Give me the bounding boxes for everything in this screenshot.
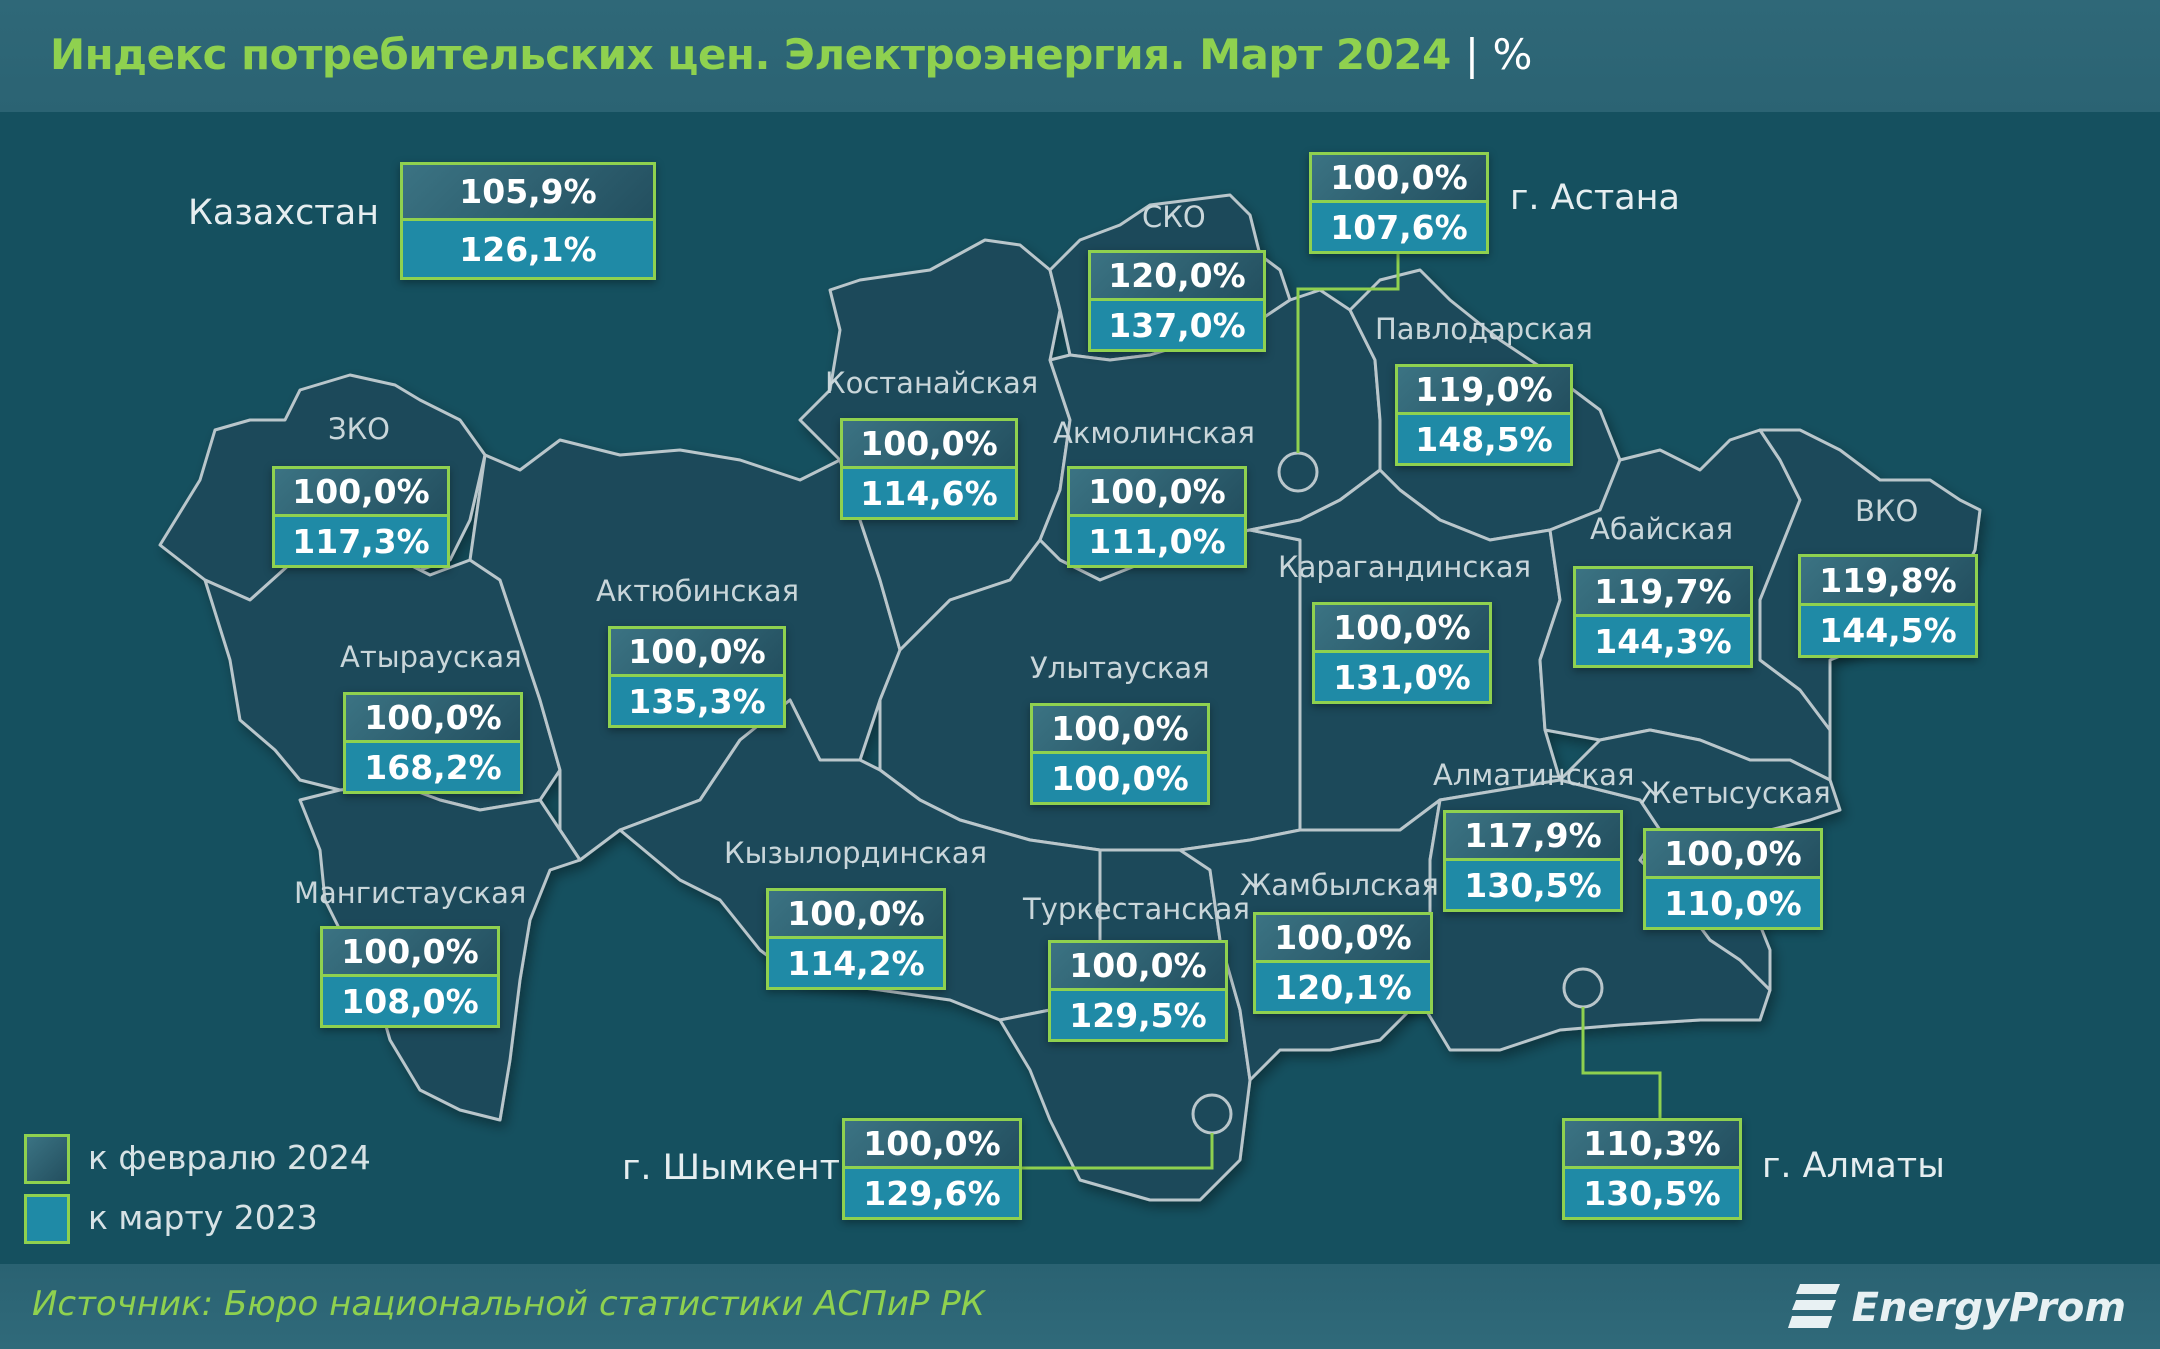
value-feb: 100,0% xyxy=(1312,155,1486,203)
value-feb: 100,0% xyxy=(1033,706,1207,754)
value-box-turkestan: 100,0% 129,5% xyxy=(1048,940,1228,1042)
label-aktobe: Актюбинская xyxy=(596,574,800,608)
value-mar: 126,1% xyxy=(403,221,653,277)
value-mar: 117,3% xyxy=(275,517,447,565)
value-box-zko: 100,0% 117,3% xyxy=(272,466,450,568)
title-unit: % xyxy=(1492,30,1532,79)
value-mar: 144,5% xyxy=(1801,606,1975,655)
value-mar: 130,5% xyxy=(1565,1169,1739,1217)
source-note: Источник: Бюро национальной статистики А… xyxy=(32,1284,985,1324)
value-box-zhetysu: 100,0% 110,0% xyxy=(1643,828,1823,930)
value-box-zhambyl: 100,0% 120,1% xyxy=(1253,912,1433,1014)
header-bar: Индекс потребительских цен. Электроэнерг… xyxy=(0,0,2160,112)
value-mar: 100,0% xyxy=(1033,754,1207,802)
value-box-shymkent: 100,0% 129,6% xyxy=(842,1118,1022,1220)
value-feb: 110,3% xyxy=(1565,1121,1739,1169)
value-mar: 144,3% xyxy=(1576,617,1750,665)
label-zhetysu: Жетысуская xyxy=(1640,776,1831,810)
value-mar: 135,3% xyxy=(611,677,783,725)
value-box-abai: 119,7% 144,3% xyxy=(1573,566,1753,668)
value-feb: 100,0% xyxy=(769,891,943,939)
value-box-karaganda: 100,0% 131,0% xyxy=(1312,602,1492,704)
value-mar: 107,6% xyxy=(1312,203,1486,251)
value-mar: 148,5% xyxy=(1398,415,1570,463)
logo-text: EnergyProm xyxy=(1851,1285,2126,1331)
title-separator: | xyxy=(1464,30,1479,79)
value-box-aktobe: 100,0% 135,3% xyxy=(608,626,786,728)
value-box-almaty-region: 117,9% 130,5% xyxy=(1443,810,1623,912)
label-mangystau: Мангистауская xyxy=(294,876,527,910)
label-zhambyl: Жамбылская xyxy=(1240,868,1439,902)
value-mar: 114,6% xyxy=(843,469,1015,517)
value-mar: 114,2% xyxy=(769,939,943,987)
value-box-mangystau: 100,0% 108,0% xyxy=(320,926,500,1028)
value-feb: 100,0% xyxy=(346,695,520,743)
value-feb: 100,0% xyxy=(1646,831,1820,879)
value-feb: 100,0% xyxy=(275,469,447,517)
astana-connector xyxy=(1296,252,1400,453)
value-feb: 100,0% xyxy=(1070,469,1244,517)
almaty-connector xyxy=(1581,1007,1662,1118)
label-almaty-city: г. Алматы xyxy=(1762,1146,1945,1186)
shymkent-connector xyxy=(1020,1133,1214,1170)
value-box-kostanay: 100,0% 114,6% xyxy=(840,418,1018,520)
value-feb: 120,0% xyxy=(1091,253,1263,301)
value-mar: 108,0% xyxy=(323,977,497,1025)
legend-label-mar: к марту 2023 xyxy=(88,1198,318,1237)
energyprom-e-icon xyxy=(1787,1284,1840,1328)
value-box-pavlodar: 119,0% 148,5% xyxy=(1395,364,1573,466)
value-mar: 110,0% xyxy=(1646,879,1820,927)
value-feb: 119,8% xyxy=(1801,557,1975,606)
label-ulytau: Улытауская xyxy=(1030,651,1210,685)
label-pavlodar: Павлодарская xyxy=(1375,312,1593,346)
value-feb: 100,0% xyxy=(843,421,1015,469)
value-box-sko: 120,0% 137,0% xyxy=(1088,250,1266,352)
energyprom-logo: EnergyProm xyxy=(1787,1282,2126,1334)
label-karaganda: Карагандинская xyxy=(1278,550,1532,584)
value-feb: 105,9% xyxy=(403,165,653,221)
value-feb: 100,0% xyxy=(611,629,783,677)
value-box-ulytau: 100,0% 100,0% xyxy=(1030,703,1210,805)
value-mar: 120,1% xyxy=(1256,963,1430,1011)
label-atyrau: Атырауская xyxy=(340,640,522,674)
value-feb: 100,0% xyxy=(323,929,497,977)
value-feb: 100,0% xyxy=(1051,943,1225,991)
value-box-kyzylorda: 100,0% 114,2% xyxy=(766,888,946,990)
value-box-astana: 100,0% 107,6% xyxy=(1309,152,1489,254)
label-turkestan: Туркестанская xyxy=(1023,892,1250,926)
value-box-akmola: 100,0% 111,0% xyxy=(1067,466,1247,568)
value-mar: 129,5% xyxy=(1051,991,1225,1039)
legend-swatch-mar xyxy=(24,1194,70,1244)
label-abai: Абайская xyxy=(1590,512,1734,546)
legend-label-feb: к февралю 2024 xyxy=(88,1138,371,1177)
value-mar: 137,0% xyxy=(1091,301,1263,349)
value-mar: 168,2% xyxy=(346,743,520,791)
value-mar: 131,0% xyxy=(1315,653,1489,701)
value-feb: 100,0% xyxy=(1315,605,1489,653)
value-feb: 100,0% xyxy=(1256,915,1430,963)
value-box-atyrau: 100,0% 168,2% xyxy=(343,692,523,794)
value-feb: 100,0% xyxy=(845,1121,1019,1169)
value-box-almaty-city: 110,3% 130,5% xyxy=(1562,1118,1742,1220)
value-box-vko: 119,8% 144,5% xyxy=(1798,554,1978,658)
label-zko: ЗКО xyxy=(328,412,391,446)
value-feb: 117,9% xyxy=(1446,813,1620,861)
page-title: Индекс потребительских цен. Электроэнерг… xyxy=(50,30,1532,79)
label-akmola: Акмолинская xyxy=(1053,416,1255,450)
value-feb: 119,0% xyxy=(1398,367,1570,415)
value-mar: 111,0% xyxy=(1070,517,1244,565)
label-kostanay: Костанайская xyxy=(825,366,1039,400)
label-astana: г. Астана xyxy=(1510,178,1680,218)
legend-swatch-feb xyxy=(24,1134,70,1184)
label-sko: СКО xyxy=(1142,200,1206,234)
value-feb: 119,7% xyxy=(1576,569,1750,617)
label-shymkent: г. Шымкент xyxy=(622,1148,841,1188)
label-vko: ВКО xyxy=(1855,494,1919,528)
label-almaty-region: Алматинская xyxy=(1433,758,1635,792)
value-mar: 129,6% xyxy=(845,1169,1019,1217)
value-mar: 130,5% xyxy=(1446,861,1620,909)
label-kyzylorda: Кызылординская xyxy=(724,836,988,870)
value-box-kazakhstan: 105,9% 126,1% xyxy=(400,162,656,280)
label-kazakhstan: Казахстан xyxy=(188,193,380,233)
